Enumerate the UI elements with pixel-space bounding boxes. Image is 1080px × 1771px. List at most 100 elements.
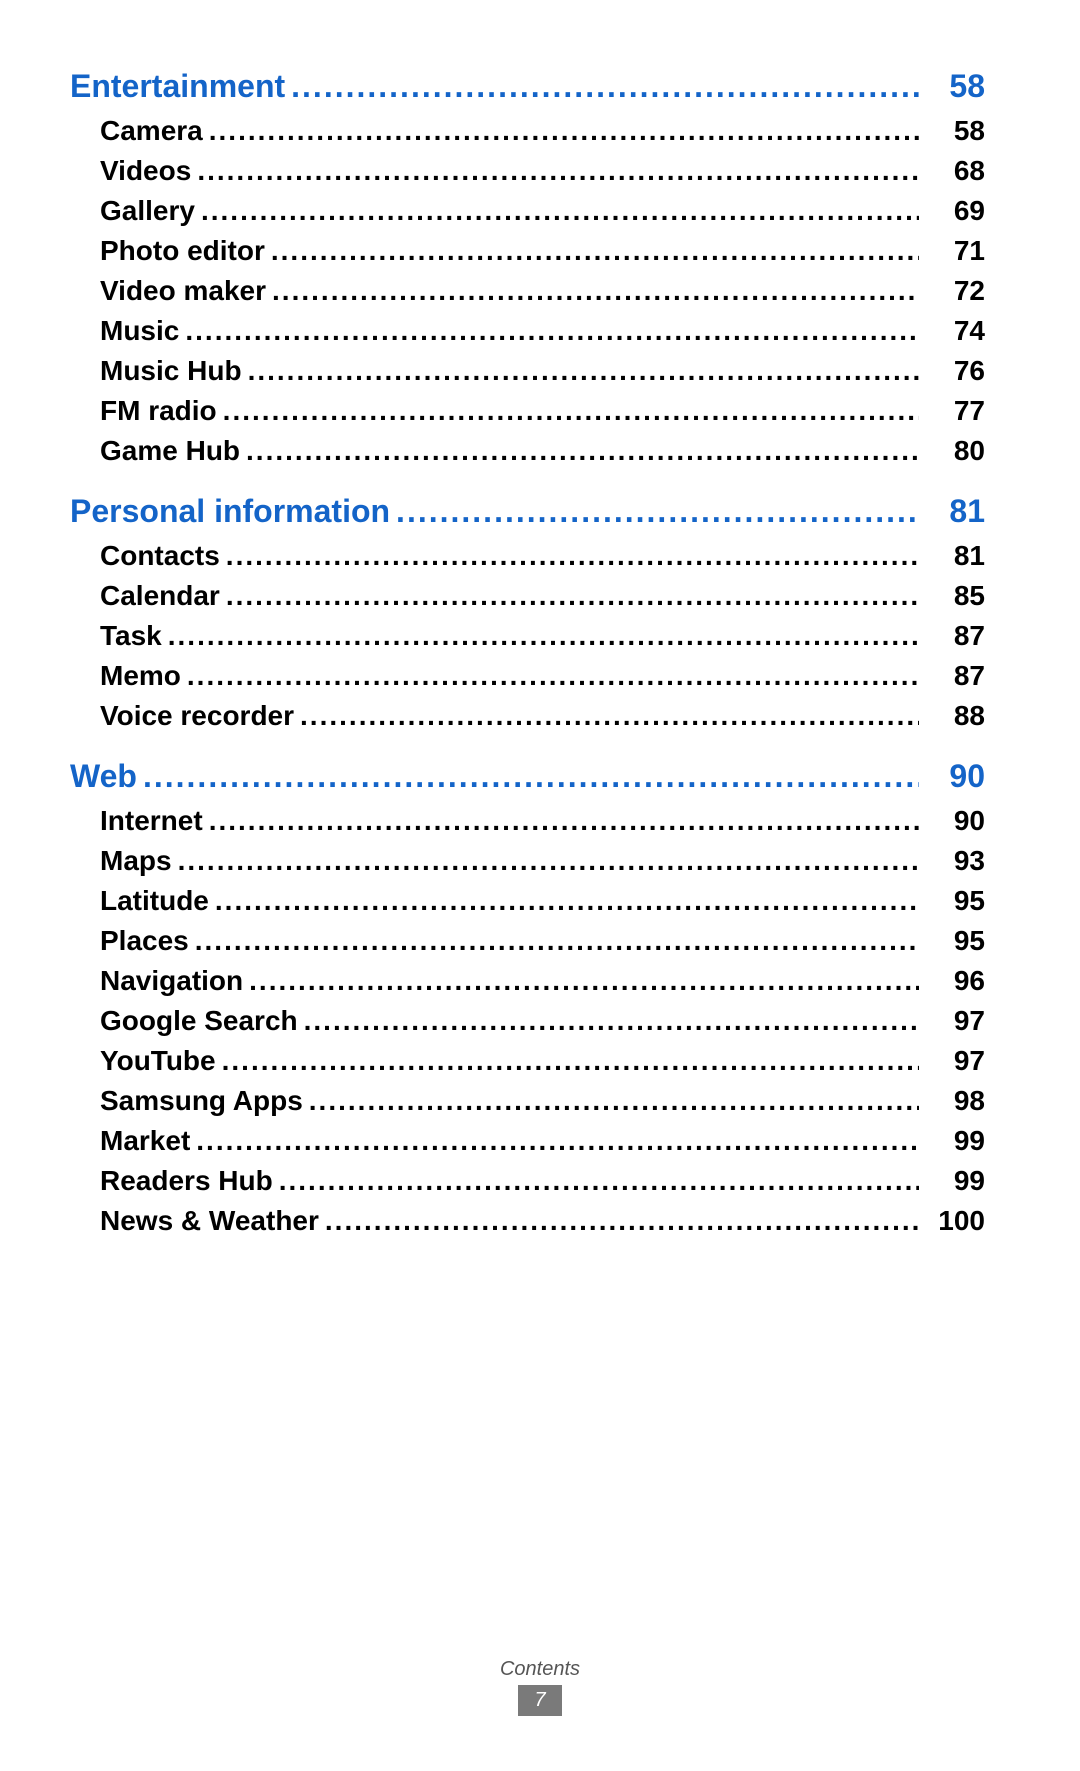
toc-leader-dots [291, 86, 919, 102]
toc-item-page: 100 [925, 1207, 985, 1235]
toc-item-page: 69 [925, 197, 985, 225]
toc-item-title: Contacts [70, 542, 220, 570]
toc-item-row[interactable]: Photo editor 71 [70, 237, 985, 265]
toc-leader-dots [300, 714, 919, 730]
toc-item-row[interactable]: Readers Hub99 [70, 1167, 985, 1195]
toc-leader-dots [248, 369, 919, 385]
toc-item-page: 88 [925, 702, 985, 730]
toc-item-row[interactable]: Maps93 [70, 847, 985, 875]
toc-leader-dots [178, 859, 919, 875]
toc-section-page: 90 [925, 760, 985, 792]
toc-item-row[interactable]: Memo87 [70, 662, 985, 690]
toc-item-page: 98 [925, 1087, 985, 1115]
toc-item-title: Latitude [70, 887, 209, 915]
toc-item-row[interactable]: News & Weather 100 [70, 1207, 985, 1235]
toc-item-page: 99 [925, 1127, 985, 1155]
toc-item-title: Internet [70, 807, 203, 835]
toc-section-title: Entertainment [70, 70, 285, 102]
toc-item-row[interactable]: Voice recorder 88 [70, 702, 985, 730]
toc-item-page: 81 [925, 542, 985, 570]
toc-item-page: 71 [925, 237, 985, 265]
toc-section-row[interactable]: Personal information 81 [70, 495, 985, 527]
toc-leader-dots [201, 209, 919, 225]
toc-item-title: Readers Hub [70, 1167, 273, 1195]
toc-item-row[interactable]: Google Search 97 [70, 1007, 985, 1035]
toc-item-row[interactable]: Navigation 96 [70, 967, 985, 995]
toc-item-page: 80 [925, 437, 985, 465]
toc-item-page: 96 [925, 967, 985, 995]
table-of-contents: Entertainment 58 Camera 58 Videos68 Gallery 69… [70, 70, 985, 1235]
toc-item-row[interactable]: Video maker 72 [70, 277, 985, 305]
toc-item-page: 95 [925, 927, 985, 955]
toc-item-page: 85 [925, 582, 985, 610]
toc-item-row[interactable]: Videos68 [70, 157, 985, 185]
toc-item-page: 87 [925, 622, 985, 650]
toc-item-title: Task [70, 622, 162, 650]
toc-section-title: Personal information [70, 495, 390, 527]
toc-item-title: YouTube [70, 1047, 216, 1075]
toc-section-title: Web [70, 760, 137, 792]
toc-item-row[interactable]: Calendar 85 [70, 582, 985, 610]
toc-leader-dots [215, 899, 919, 915]
toc-item-row[interactable]: FM radio 77 [70, 397, 985, 425]
toc-section-row[interactable]: Entertainment 58 [70, 70, 985, 102]
toc-section-row[interactable]: Web 90 [70, 760, 985, 792]
toc-leader-dots [223, 409, 919, 425]
toc-item-title: Video maker [70, 277, 266, 305]
toc-item-row[interactable]: Camera 58 [70, 117, 985, 145]
toc-item-title: Camera [70, 117, 203, 145]
toc-leader-dots [226, 554, 919, 570]
toc-item-row[interactable]: YouTube 97 [70, 1047, 985, 1075]
toc-item-title: Music Hub [70, 357, 242, 385]
toc-item-page: 74 [925, 317, 985, 345]
toc-item-row[interactable]: Latitude 95 [70, 887, 985, 915]
toc-item-page: 77 [925, 397, 985, 425]
toc-item-title: Voice recorder [70, 702, 294, 730]
toc-item-title: Samsung Apps [70, 1087, 303, 1115]
toc-item-title: Photo editor [70, 237, 265, 265]
toc-item-title: Market [70, 1127, 190, 1155]
toc-leader-dots [226, 594, 919, 610]
toc-leader-dots [272, 289, 919, 305]
toc-item-page: 90 [925, 807, 985, 835]
toc-item-row[interactable]: Music 74 [70, 317, 985, 345]
toc-leader-dots [222, 1059, 919, 1075]
toc-item-row[interactable]: Contacts 81 [70, 542, 985, 570]
toc-leader-dots [197, 169, 919, 185]
toc-item-page: 58 [925, 117, 985, 145]
toc-item-row[interactable]: Music Hub 76 [70, 357, 985, 385]
toc-item-page: 72 [925, 277, 985, 305]
toc-item-title: Gallery [70, 197, 195, 225]
toc-item-title: Memo [70, 662, 181, 690]
toc-item-row[interactable]: Task 87 [70, 622, 985, 650]
toc-item-page: 97 [925, 1047, 985, 1075]
toc-item-page: 97 [925, 1007, 985, 1035]
footer-page-number: 7 [518, 1685, 561, 1716]
toc-item-title: Game Hub [70, 437, 240, 465]
toc-item-title: Calendar [70, 582, 220, 610]
toc-item-page: 95 [925, 887, 985, 915]
toc-leader-dots [185, 329, 919, 345]
toc-item-title: News & Weather [70, 1207, 319, 1235]
toc-leader-dots [196, 1139, 919, 1155]
toc-item-title: Google Search [70, 1007, 298, 1035]
toc-section-page: 81 [925, 495, 985, 527]
toc-item-title: Navigation [70, 967, 243, 995]
footer-page-badge: 7 [518, 1685, 561, 1716]
toc-item-row[interactable]: Internet 90 [70, 807, 985, 835]
toc-item-row[interactable]: Game Hub 80 [70, 437, 985, 465]
toc-leader-dots [246, 449, 919, 465]
toc-leader-dots [187, 674, 919, 690]
toc-item-page: 68 [925, 157, 985, 185]
toc-section-page: 58 [925, 70, 985, 102]
toc-item-row[interactable]: Places95 [70, 927, 985, 955]
toc-item-page: 93 [925, 847, 985, 875]
page-footer: Contents 7 [0, 1658, 1080, 1716]
toc-leader-dots [309, 1099, 919, 1115]
toc-item-page: 76 [925, 357, 985, 385]
toc-item-row[interactable]: Samsung Apps 98 [70, 1087, 985, 1115]
toc-item-title: Music [70, 317, 179, 345]
toc-item-row[interactable]: Gallery 69 [70, 197, 985, 225]
toc-item-row[interactable]: Market 99 [70, 1127, 985, 1155]
toc-item-title: FM radio [70, 397, 217, 425]
